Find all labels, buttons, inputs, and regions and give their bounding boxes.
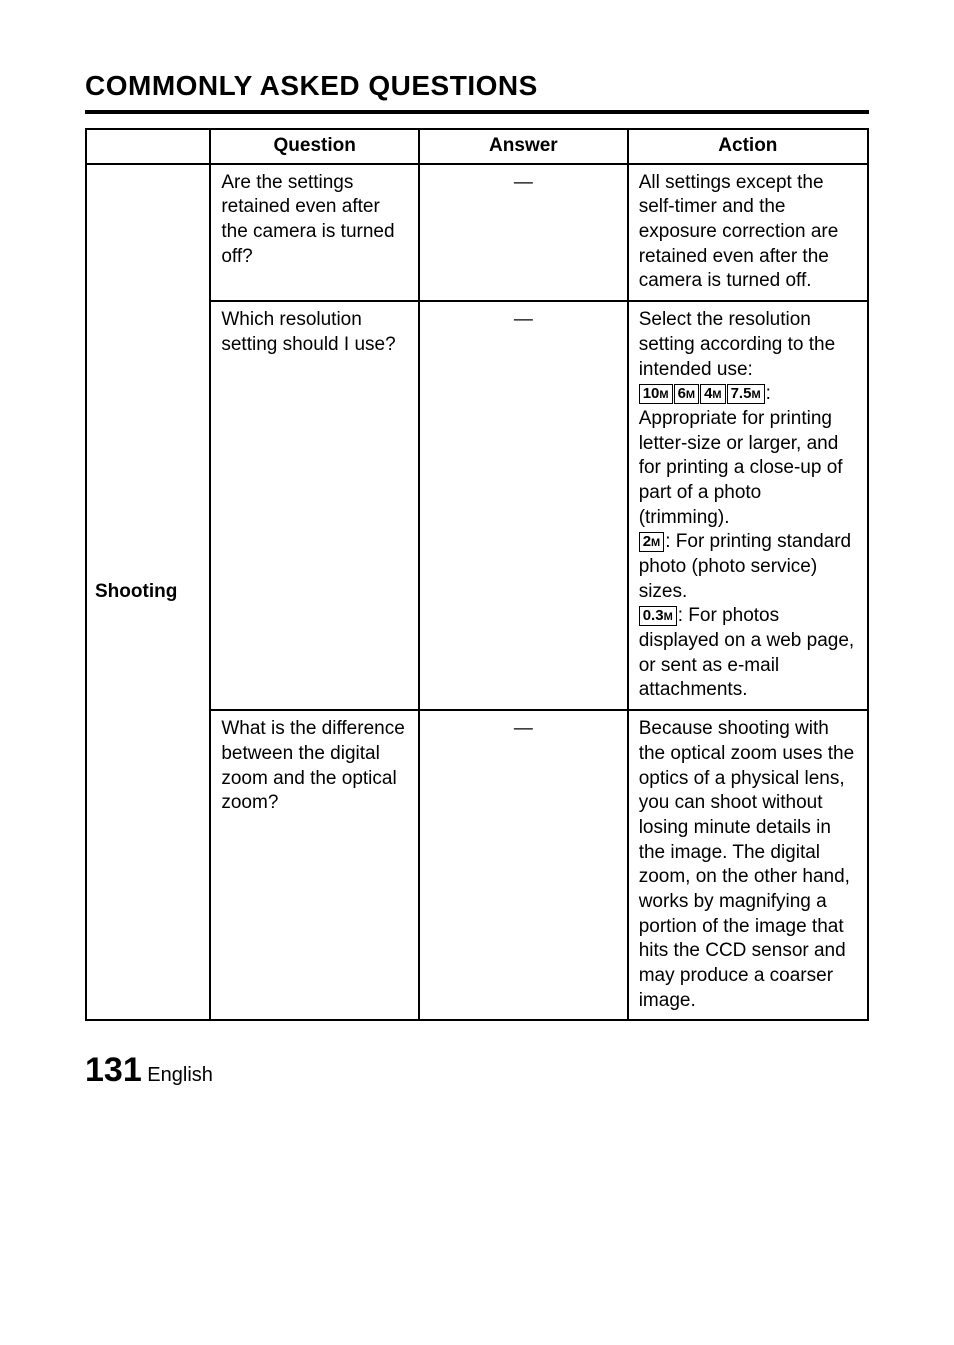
resolution-icon: 7.5M	[727, 384, 765, 404]
action-cell: Select the resolution setting according …	[628, 301, 868, 710]
action-cell: Because shooting with the optical zoom u…	[628, 710, 868, 1020]
action-text-mid1: : Appropriate for printing letter-size o…	[639, 383, 843, 527]
page-footer: 131 English	[85, 1051, 869, 1090]
answer-cell: —	[419, 164, 628, 301]
action-text-pre: Select the resolution setting according …	[639, 309, 835, 379]
footer-language: English	[147, 1064, 213, 1086]
resolution-icon: 10M	[639, 384, 673, 404]
resolution-icon: 2M	[639, 532, 665, 552]
resolution-icon: 6M	[674, 384, 700, 404]
page-number: 131	[85, 1051, 142, 1089]
question-cell: Which resolution setting should I use?	[210, 301, 419, 710]
question-cell: What is the difference between the digit…	[210, 710, 419, 1020]
header-category-empty	[86, 129, 210, 164]
action-text-mid2: : For printing standard photo (photo ser…	[639, 531, 851, 601]
question-cell: Are the settings retained even after the…	[210, 164, 419, 301]
header-answer: Answer	[419, 129, 628, 164]
category-cell: Shooting	[86, 164, 210, 1021]
answer-cell: —	[419, 710, 628, 1020]
table-row: Shooting Are the settings retained even …	[86, 164, 868, 301]
page-heading: COMMONLY ASKED QUESTIONS	[85, 70, 869, 102]
faq-table: Question Answer Action Shooting Are the …	[85, 128, 869, 1021]
action-cell: All settings except the self-timer and t…	[628, 164, 868, 301]
answer-cell: —	[419, 301, 628, 710]
resolution-icon: 0.3M	[639, 606, 677, 626]
header-question: Question	[210, 129, 419, 164]
resolution-icon: 4M	[700, 384, 726, 404]
table-header-row: Question Answer Action	[86, 129, 868, 164]
header-action: Action	[628, 129, 868, 164]
heading-underline	[85, 110, 869, 114]
